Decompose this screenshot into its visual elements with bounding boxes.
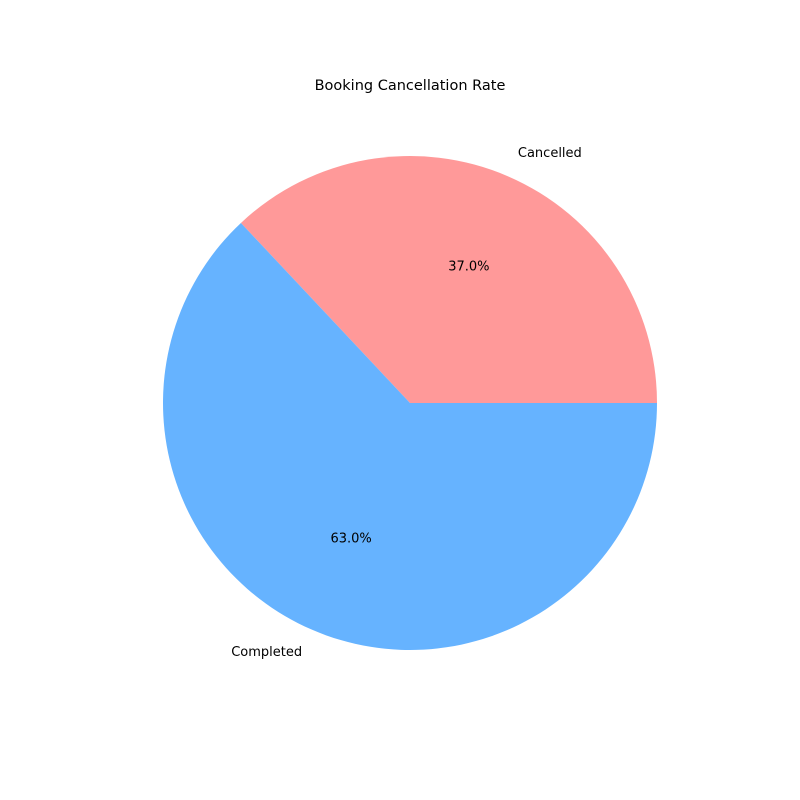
slice-pct-label-cancelled: 37.0%: [448, 259, 489, 274]
pie-labels: Cancelled 37.0% Completed 63.0%: [231, 146, 582, 660]
chart-title: Booking Cancellation Rate: [315, 78, 506, 94]
pie-slice-cancelled: [240, 155, 657, 403]
pie-slice-completed: [163, 222, 658, 650]
slice-label-cancelled: Cancelled: [518, 146, 582, 161]
slice-pct-label-completed: 63.0%: [330, 532, 371, 547]
slice-label-completed: Completed: [231, 645, 302, 660]
pie-slices: [163, 155, 658, 650]
